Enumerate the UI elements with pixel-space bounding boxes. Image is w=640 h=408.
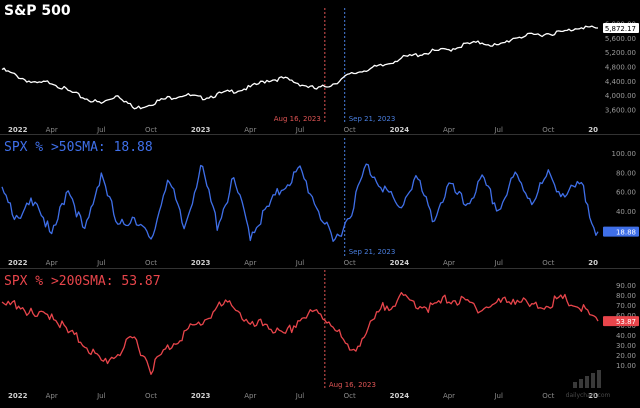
series-line [1,291,599,375]
x-tick-label: Oct [344,126,356,134]
y-tick-label: 40.00 [616,208,636,216]
x-tick-label: Oct [542,392,554,400]
spx200-panel-title: SPX % >200SMA: 53.87 [4,274,161,289]
x-tick-label: 2023 [191,259,211,267]
y-tick-label: 30.00 [616,342,636,350]
x-tick-label: 20 [588,259,598,267]
watermark-bar [573,382,577,388]
x-tick-label: Oct [344,259,356,267]
x-tick-label: Apr [46,126,58,134]
x-tick-label: Apr [244,392,256,400]
y-tick-label: 100.00 [612,150,637,158]
x-tick-label: Apr [46,259,58,267]
annotation-label: Aug 16, 2023 [274,115,321,123]
y-tick-label: 80.00 [616,169,636,177]
x-tick-label: Oct [145,392,157,400]
y-tick-label: 4,000.00 [605,92,636,100]
x-tick-label: 2023 [191,392,211,400]
watermark-bar [591,373,595,388]
y-tick-label: 70.00 [616,302,636,310]
panel-2: Aug 16, 202390.0080.0070.0060.0050.0040.… [1,270,639,400]
y-tick-label: 4,400.00 [605,78,636,86]
y-tick-label: 5,200.00 [605,49,636,57]
x-tick-label: Jul [493,259,503,267]
last-value-label: 18.88 [616,229,636,237]
x-tick-label: 2022 [8,259,28,267]
x-tick-label: Apr [443,126,455,134]
x-tick-label: Apr [244,259,256,267]
x-tick-label: Jul [96,126,106,134]
x-tick-label: Jul [96,392,106,400]
panel-separator-1 [0,134,640,135]
x-tick-label: Jul [295,259,305,267]
x-tick-label: Jul [493,392,503,400]
sp500-panel-title: S&P 500 [4,3,71,19]
watermark-bar [585,376,589,388]
x-tick-label: Oct [542,259,554,267]
x-tick-label: Apr [46,392,58,400]
x-tick-label: Jul [493,126,503,134]
last-value-badge [603,22,639,33]
panel-1: Sep 21, 2023100.0080.0060.0040.0020.0018… [1,138,639,267]
panel-separator-2 [0,268,640,269]
series-line [1,163,599,242]
y-tick-label: 5,600.00 [605,35,636,43]
x-tick-label: Oct [542,126,554,134]
x-tick-label: Apr [443,392,455,400]
spx50-panel-title: SPX % >50SMA: 18.88 [4,140,153,155]
x-tick-label: 20 [588,392,598,400]
annotation-label: Sep 21, 2023 [349,115,396,123]
y-tick-label: 40.00 [616,332,636,340]
y-tick-label: 10.00 [616,362,636,370]
x-tick-label: 2024 [390,259,410,267]
watermark-text: dailychart.com [566,392,611,399]
x-tick-label: Jul [295,126,305,134]
y-tick-label: 60.00 [616,312,636,320]
y-tick-label: 80.00 [616,292,636,300]
x-tick-label: Apr [443,259,455,267]
last-value-label: 53.87 [616,318,636,326]
y-tick-label: 4,800.00 [605,64,636,72]
y-tick-label: 20.00 [616,352,636,360]
x-tick-label: Apr [244,126,256,134]
watermark-logo: dailychart.com [566,370,611,399]
watermark-bar [579,379,583,388]
series-line [1,25,598,110]
y-tick-label: 90.00 [616,282,636,290]
x-tick-label: Oct [344,392,356,400]
last-value-label: 5,872.17 [605,25,636,33]
last-value-badge [603,226,639,237]
annotation-label: Aug 16, 2023 [329,381,376,389]
watermark-bar [597,370,601,388]
x-tick-label: 2022 [8,126,28,134]
x-tick-label: Oct [145,259,157,267]
x-tick-label: 20 [588,126,598,134]
x-tick-label: Jul [96,259,106,267]
x-tick-label: 2024 [390,392,410,400]
y-tick-label: 3,600.00 [605,107,636,115]
x-tick-label: Jul [295,392,305,400]
x-tick-label: Oct [145,126,157,134]
x-tick-label: 2023 [191,126,211,134]
x-tick-label: 2024 [390,126,410,134]
x-tick-label: 2022 [8,392,28,400]
last-value-badge [603,316,639,327]
annotation-label: Sep 21, 2023 [349,248,396,256]
y-tick-label: 60.00 [616,189,636,197]
